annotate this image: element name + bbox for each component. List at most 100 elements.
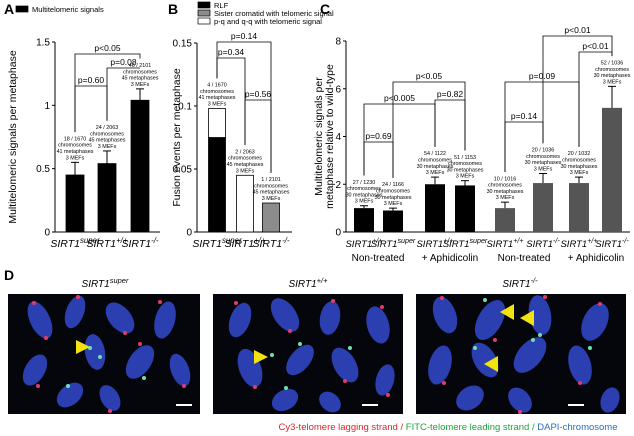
y-tick-label: 0	[186, 228, 192, 239]
bar-note: 30 metaphases	[417, 164, 454, 170]
bar-note: 30 metaphases	[594, 73, 631, 79]
bar-note: 3 MEFs	[98, 144, 117, 150]
y-tick-label: 8	[335, 37, 341, 48]
bar	[262, 202, 280, 233]
bar-note: 3 MEFs	[603, 79, 622, 85]
y-axis-label: Multitelomeric signals per	[313, 77, 325, 196]
bar-note: chromosomes	[448, 161, 482, 167]
bar-note: 4 / 1670	[207, 83, 226, 89]
bar-note: 52 / 1036	[601, 60, 623, 66]
bar-note: 3 MEFs	[496, 195, 515, 201]
y-tick-label: 1	[44, 101, 50, 112]
bar-note: chromosomes	[418, 157, 452, 163]
bar-note: chromosomes	[595, 67, 629, 73]
p-value: p<0.005	[384, 93, 415, 103]
x-tick-label: SIRT1super	[192, 236, 242, 251]
y-tick-label: 1.5	[36, 38, 50, 49]
legend-swatch	[15, 5, 29, 13]
bar-note: 10 / 1016	[494, 176, 516, 182]
micrograph	[416, 294, 626, 414]
bar-note: 18 / 1670	[64, 136, 86, 142]
bar-note: chromosomes	[526, 154, 560, 160]
y-tick-label: 4	[335, 132, 341, 143]
legend-swatch	[197, 1, 211, 9]
significance-bracket	[74, 85, 108, 133]
x-tick-label: SIRT1-/-	[526, 237, 560, 250]
bar-note: 1 / 2101	[261, 177, 280, 183]
x-tick-label: SIRT1+/+	[225, 236, 266, 251]
bar-note: 30 metaphases	[346, 192, 383, 198]
significance-bracket	[363, 141, 394, 178]
panel-label: C	[320, 1, 330, 17]
bar-note: 41 metaphases	[57, 149, 94, 155]
bar-note: 3 MEFs	[456, 174, 475, 180]
bar-note: chromosomes	[90, 131, 124, 137]
x-tick-label: SIRT1+/+	[87, 236, 128, 251]
significance-bracket	[578, 51, 613, 147]
bar-note: chromosomes	[254, 183, 288, 189]
bar-note: chromosomes	[562, 157, 596, 163]
bar-note: 45 metaphases	[227, 162, 264, 168]
bar-note: 41 metaphases	[199, 95, 236, 101]
y-tick-label: 0	[44, 228, 50, 239]
bar-note: 30 metaphases	[561, 164, 598, 170]
significance-bracket	[244, 99, 272, 173]
bar-note: chromosomes	[200, 89, 234, 95]
x-tick-label: SIRT1+/+	[416, 237, 453, 250]
y-axis-label: Multitelomeric signals per metaphase	[7, 50, 19, 223]
bar-note: 3 MEFs	[355, 199, 374, 205]
bar-note: 30 metaphases	[487, 189, 524, 195]
bar	[354, 208, 374, 232]
x-tick-label: SIRT1+/+	[345, 237, 382, 250]
caption: Cy3-telomere lagging strand / FITC-telom…	[279, 422, 618, 433]
p-value: p<0.05	[416, 71, 443, 81]
bar-note: 20 / 1036	[532, 148, 554, 154]
bar	[65, 174, 85, 233]
y-tick-label: 0	[335, 228, 341, 239]
bar	[208, 108, 226, 138]
bar-note: 45 metaphases	[253, 190, 290, 196]
group-label: + Aphidicolin	[422, 253, 478, 264]
micrograph	[8, 294, 200, 414]
bar-note: chromosomes	[58, 143, 92, 149]
bar-note: 3 MEFs	[426, 170, 445, 176]
legend-label: p-q and q-q with telomeric signal	[214, 17, 322, 26]
x-tick-label: SIRT1super	[50, 236, 100, 251]
bar-note: 3 MEFs	[570, 170, 589, 176]
legend-label: Sister cromatid with telomeric signal	[214, 9, 334, 18]
bar-note: chromosomes	[347, 186, 381, 192]
legend-label: RLF	[214, 1, 229, 10]
bar-note: chromosomes	[228, 156, 262, 162]
bar	[495, 208, 515, 232]
y-tick-label: 2	[335, 180, 341, 191]
legend-label: Multitelomeric signals	[32, 5, 104, 14]
bar-note: chromosomes	[488, 183, 522, 189]
bar-note: 30 metaphases	[375, 195, 412, 201]
p-value: p=0.14	[511, 111, 538, 121]
x-tick-label: SIRT1+/+	[486, 237, 523, 250]
y-axis-label: Fusion events per metaphase	[171, 68, 183, 206]
micrograph-title: SIRT1+/+	[288, 276, 328, 291]
bar	[569, 183, 589, 232]
p-value: p<0.01	[582, 41, 609, 51]
bar-note: chromosomes	[376, 189, 410, 195]
micrograph-title: SIRT1super	[82, 276, 129, 291]
p-value: p=0.69	[365, 131, 392, 141]
bar-note: 3 MEFs	[236, 168, 255, 174]
bar-note: chromosomes	[123, 69, 157, 75]
bar	[383, 210, 403, 232]
group-label: Non-treated	[498, 253, 551, 264]
y-tick-label: 0.05	[173, 165, 193, 176]
bar-note: 46 / 2101	[129, 63, 151, 69]
bar-note: 2 / 2063	[235, 149, 254, 155]
panel-label: A	[4, 1, 14, 17]
micrograph-title: SIRT1-/-	[502, 276, 538, 291]
p-value: p=0.08	[110, 57, 137, 67]
bar-note: 45 metaphases	[89, 138, 126, 144]
significance-bracket	[434, 99, 466, 151]
y-tick-label: 0.15	[173, 39, 193, 50]
x-tick-label: SIRT1+/+	[560, 237, 597, 250]
p-value: p<0.01	[564, 25, 591, 35]
y-axis-label: metaphase relative to wild-type	[324, 64, 336, 209]
